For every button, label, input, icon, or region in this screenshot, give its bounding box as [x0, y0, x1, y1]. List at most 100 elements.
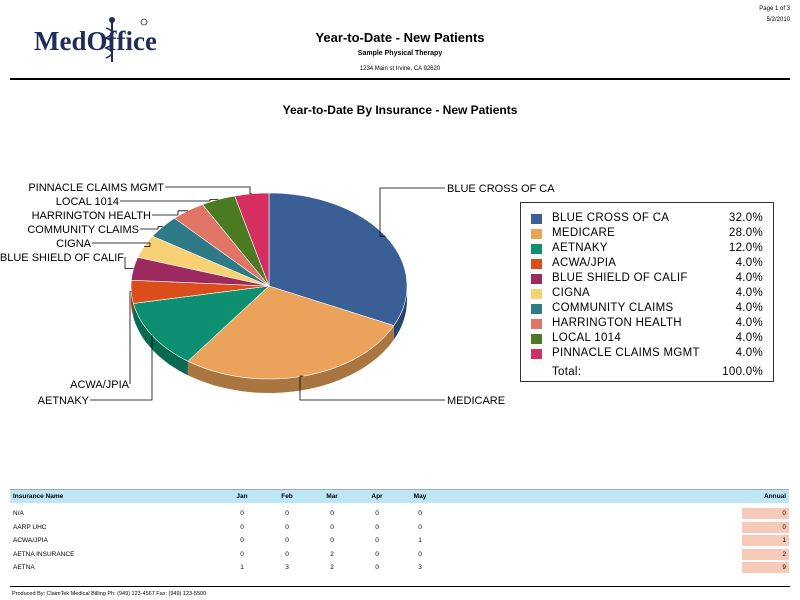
month-cell: 0 [330, 510, 334, 517]
annual-cell: 2 [782, 550, 786, 558]
table-row: N/A 0 0 0 0 0 0 [10, 508, 789, 521]
insurance-name-cell: AARP UHC [13, 523, 47, 531]
month-cell: 0 [285, 510, 289, 517]
leader-line-aetnaky [90, 335, 153, 401]
annual-cell-bg [742, 508, 789, 519]
table-row: AETNA 1 3 2 0 3 9 [10, 562, 789, 575]
practice-name: Sample Physical Therapy [357, 50, 443, 57]
pie-label-community-claims: COMMUNITY CLAIMS [27, 224, 139, 236]
month-cell: 0 [375, 564, 379, 571]
month-cell: 0 [375, 537, 379, 544]
legend-label: LOCAL 1014 [552, 332, 622, 344]
legend-value: 4.0% [735, 302, 763, 314]
legend-value: 4.0% [735, 287, 763, 299]
leader-line-local-1014 [120, 199, 219, 202]
pie-slice-medicare [187, 285, 395, 380]
legend-item-acwa-jpia: ACWA/JPIA 4.0% [531, 256, 763, 271]
month-cell: 1 [418, 537, 422, 544]
table-header: Insurance Name Jan Feb Mar Apr May Annua… [10, 489, 789, 503]
leader-line-harrington-health [152, 210, 188, 216]
column-annual: Annual [763, 493, 786, 500]
insurance-name-cell: N/A [13, 510, 24, 517]
legend-value: 4.0% [735, 317, 763, 329]
pie-label-aetnaky: AETNAKY [38, 395, 90, 407]
annual-cell: 0 [782, 510, 786, 517]
legend-item-local-1014: LOCAL 1014 4.0% [531, 331, 763, 346]
month-cell: 0 [418, 550, 422, 558]
legend-label: PINNACLE CLAIMS MGMT [552, 347, 700, 359]
pie-slice-pinnacle-claims-mgmt [234, 192, 270, 287]
pie-label-blue-cross-of-ca: BLUE CROSS OF CA [447, 183, 555, 195]
page-number: Page 1 of 3 [759, 6, 790, 12]
month-cell: 0 [375, 523, 379, 531]
pie-label-local-1014: LOCAL 1014 [56, 196, 119, 208]
column-may: May [413, 493, 427, 500]
pie-slice-side-medicare [187, 325, 394, 393]
month-cell: 0 [285, 550, 289, 558]
pie-label-pinnacle-claims-mgmt: PINNACLE CLAIMS MGMT [28, 182, 164, 194]
month-cell: 0 [418, 510, 422, 517]
legend-item-pinnacle-claims-mgmt: PINNACLE CLAIMS MGMT 4.0% [531, 346, 763, 361]
legend-swatch [531, 244, 542, 254]
legend-item-aetnaky: AETNAKY 12.0% [531, 241, 763, 256]
table-row: AETNA INSURANCE 0 0 2 0 0 2 [10, 548, 789, 562]
table-row: AARP UHC 0 0 0 0 0 0 [10, 521, 789, 535]
month-cell: 0 [285, 523, 289, 531]
legend-item-harrington-health: HARRINGTON HEALTH 4.0% [531, 316, 763, 331]
annual-cell: 9 [782, 564, 786, 571]
legend-value: 4.0% [735, 347, 763, 359]
report-date: 5/2/2010 [766, 17, 790, 23]
legend-total: Total: 100.0% [531, 365, 763, 380]
pie-label-acwa-jpia: ACWA/JPIA [70, 379, 130, 391]
medoffice-logo: MedOffice [26, 14, 157, 66]
pie-slice-side-acwa-jpia [131, 286, 134, 318]
pie-slice-aetnaky [133, 285, 270, 362]
insurance-name-cell: AETNA INSURANCE [13, 550, 75, 558]
logo-wordmark: MedOffice [34, 26, 156, 56]
legend-value: 4.0% [735, 257, 763, 269]
leader-line-acwa-jpia [129, 291, 132, 384]
legend-swatch [531, 319, 542, 329]
month-cell: 0 [375, 510, 379, 517]
legend-label: HARRINGTON HEALTH [552, 317, 682, 329]
practice-address: 1234 Main st Irvine, CA 92620 [359, 66, 441, 72]
legend-value: 4.0% [735, 272, 763, 284]
legend-label: MEDICARE [552, 227, 616, 239]
column-mar: Mar [326, 493, 338, 500]
pie-label-medicare: MEDICARE [447, 395, 505, 407]
leader-line-blue-shield-of-calif [124, 257, 134, 270]
month-cell: 0 [418, 523, 422, 531]
month-cell: 2 [330, 564, 334, 571]
leader-line-medicare [299, 375, 445, 401]
month-cell: 1 [240, 564, 244, 571]
column-insurance-name: Insurance Name [13, 493, 64, 500]
legend-item-medicare: MEDICARE 28.0% [531, 226, 763, 241]
legend-label: CIGNA [552, 287, 590, 299]
report-title: Year-to-Date - New Patients [315, 30, 485, 45]
column-jan: Jan [236, 493, 248, 500]
pie-label-cigna: CIGNA [56, 238, 92, 250]
leader-line-pinnacle-claims-mgmt [165, 186, 252, 195]
annual-cell: 0 [782, 523, 786, 531]
legend-swatch [531, 229, 542, 239]
legend-label: BLUE SHIELD OF CALIF [552, 272, 688, 284]
header-divider [10, 78, 790, 80]
leader-line-cigna [92, 242, 151, 247]
month-cell: 0 [240, 510, 244, 517]
chart-legend: BLUE CROSS OF CA 32.0% MEDICARE 28.0% AETNAK… [520, 202, 774, 382]
legend-item-cigna: CIGNA 4.0% [531, 286, 763, 301]
legend-label: AETNAKY [552, 242, 608, 254]
legend-value: 12.0% [728, 242, 763, 254]
footer-divider [10, 586, 790, 587]
pie-slice-side-aetnaky [133, 303, 188, 376]
leader-line-community-claims [140, 226, 163, 230]
legend-swatch [531, 259, 542, 269]
legend-swatch [531, 214, 542, 224]
annual-cell: 1 [782, 537, 786, 544]
legend-item-community-claims: COMMUNITY CLAIMS 4.0% [531, 301, 763, 316]
footer-text: Produced By: ClaimTek Medical Billing Ph… [12, 591, 207, 597]
month-cell: 0 [330, 537, 334, 544]
month-cell: 0 [240, 523, 244, 531]
legend-value: 32.0% [728, 212, 763, 224]
insurance-name-cell: AETNA [13, 564, 35, 571]
